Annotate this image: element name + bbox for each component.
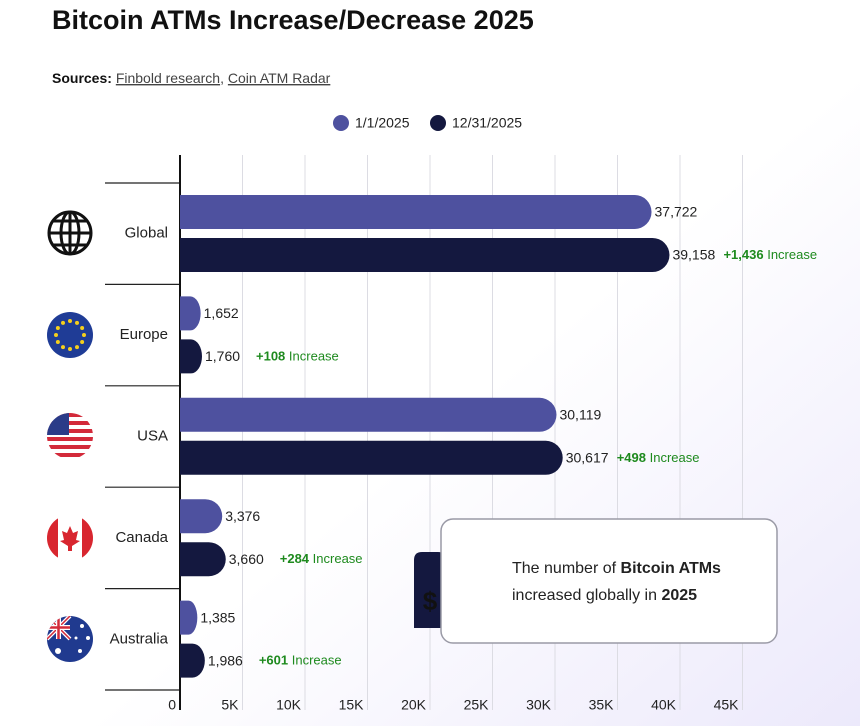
value-label: 30,617 — [566, 450, 609, 466]
change-annotation: +1,436 Increase — [723, 247, 817, 262]
callout-line: increased globally in 2025 — [512, 587, 697, 604]
callout-line: The number of Bitcoin ATMs — [512, 560, 721, 577]
eu-flag-icon — [47, 312, 93, 358]
star — [75, 320, 79, 325]
category-label: Australia — [110, 630, 169, 647]
star — [55, 340, 60, 344]
star — [80, 340, 85, 344]
x-tick-label: 45K — [714, 697, 740, 713]
value-label: 3,376 — [225, 508, 260, 524]
change-word: Increase — [313, 552, 363, 567]
change-value: +108 — [256, 349, 285, 364]
star — [55, 326, 60, 330]
star — [80, 326, 85, 330]
x-tick-label: 0 — [168, 697, 176, 713]
x-tick-label: 15K — [339, 697, 365, 713]
x-tick-label: 30K — [526, 697, 552, 713]
callout-highlight: Bitcoin ATMs — [621, 560, 722, 577]
change-word: Increase — [292, 653, 342, 668]
legend-label: 12/31/2025 — [452, 115, 522, 131]
bar — [180, 542, 226, 577]
star — [68, 319, 72, 323]
callout-text: The number of — [512, 560, 617, 577]
x-tick-label: 10K — [276, 697, 302, 713]
change-word: Increase — [767, 247, 817, 262]
change-word: Increase — [289, 349, 339, 364]
bar — [180, 499, 223, 534]
sources: Sources: Finbold research, Coin ATM Rada… — [52, 70, 331, 86]
chart-title: Bitcoin ATMs Increase/Decrease 2025 — [52, 5, 534, 35]
x-tick-label: 35K — [589, 697, 615, 713]
change-value: +284 — [280, 552, 310, 567]
star — [61, 320, 65, 325]
legend-marker — [333, 115, 349, 131]
bar — [180, 339, 202, 374]
bar — [180, 195, 652, 229]
star — [54, 333, 58, 337]
legend-label: 1/1/2025 — [355, 115, 410, 131]
star — [82, 333, 86, 337]
category-label: Canada — [115, 529, 168, 546]
x-tick-label: 40K — [651, 697, 677, 713]
change-value: +1,436 — [723, 247, 763, 262]
bar — [180, 643, 205, 678]
x-tick-label: 25K — [464, 697, 490, 713]
change-annotation: +601 Increase — [259, 653, 342, 668]
source-separator: , — [220, 70, 224, 86]
value-label: 3,660 — [229, 551, 264, 567]
change-annotation: +498 Increase — [617, 450, 700, 465]
change-word: Increase — [650, 450, 700, 465]
australia-flag-icon — [47, 616, 93, 662]
bar — [180, 397, 557, 432]
globe-icon — [47, 210, 93, 256]
star — [68, 347, 72, 351]
change-value: +601 — [259, 653, 288, 668]
bar — [180, 296, 201, 331]
change-value: +498 — [617, 450, 646, 465]
callout-highlight: 2025 — [661, 587, 697, 604]
star — [61, 345, 65, 350]
us-flag-icon — [47, 413, 93, 459]
value-label: 37,722 — [655, 204, 698, 220]
value-label: 1,986 — [208, 652, 243, 668]
value-label: 1,760 — [205, 348, 240, 364]
source-link[interactable]: Finbold research — [116, 70, 220, 86]
star — [75, 345, 79, 350]
category-label: USA — [137, 427, 168, 444]
category-label: Global — [125, 225, 168, 242]
callout-box — [440, 518, 778, 644]
change-annotation: +284 Increase — [280, 552, 363, 567]
callout-text: increased globally in — [512, 587, 657, 604]
value-label: 30,119 — [559, 407, 601, 423]
canada-flag-icon — [47, 515, 93, 561]
x-tick-label: 20K — [401, 697, 427, 713]
source-link[interactable]: Coin ATM Radar — [228, 70, 331, 86]
value-label: 1,385 — [200, 609, 235, 625]
value-label: 1,652 — [204, 305, 239, 321]
bar — [180, 238, 670, 272]
change-annotation: +108 Increase — [256, 349, 339, 364]
value-label: 39,158 — [672, 247, 715, 263]
sources-label: Sources: — [52, 70, 112, 86]
legend-marker — [430, 115, 446, 131]
dollar-sign: $ — [423, 586, 438, 616]
category-label: Europe — [120, 326, 168, 343]
bar — [180, 440, 563, 475]
x-tick-label: 5K — [221, 697, 239, 713]
bar — [180, 600, 198, 635]
